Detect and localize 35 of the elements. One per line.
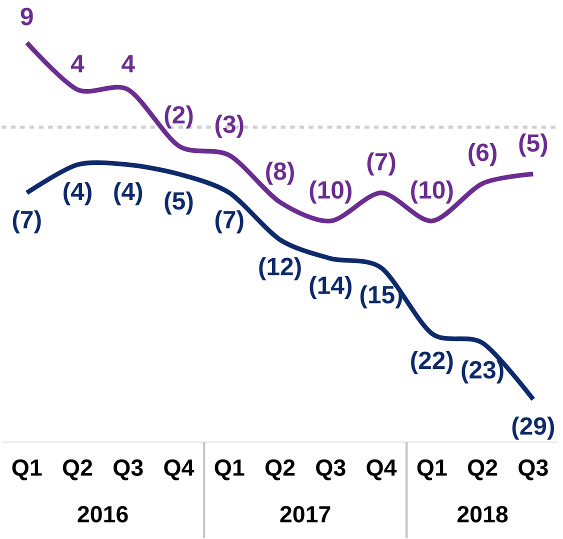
- x-tick-label: Q4: [164, 459, 194, 480]
- text: 2018: [457, 506, 508, 522]
- data-label: (14): [310, 276, 352, 299]
- data-label: (3): [215, 114, 244, 138]
- data-label: 4: [122, 54, 135, 72]
- x-tick-label: Q2: [62, 459, 92, 480]
- data-label: (10): [310, 180, 352, 204]
- x-tick-label: Q2: [468, 459, 498, 480]
- data-label: (23): [462, 360, 504, 384]
- x-tick-label: Q1: [12, 459, 42, 480]
- data-label: (7): [215, 210, 244, 234]
- data-label: (10): [411, 180, 453, 204]
- x-tick-label: Q1: [214, 459, 244, 480]
- x-tick-label: Q4: [366, 459, 397, 480]
- x-tick-label: Q2: [265, 459, 295, 480]
- x-tick-label: Q3: [316, 459, 346, 480]
- data-label: (8): [266, 162, 294, 185]
- data-label: 4: [70, 54, 84, 72]
- data-label: (7): [367, 152, 396, 176]
- text: 2016: [78, 506, 128, 522]
- x-tick-label: Q3: [518, 459, 548, 480]
- data-label: (4): [114, 182, 142, 205]
- data-label: (7): [12, 210, 41, 234]
- data-label: (22): [411, 350, 453, 374]
- data-label: (29): [512, 416, 554, 440]
- text: 2017: [280, 506, 330, 522]
- data-label: (5): [519, 133, 548, 156]
- x-tick-label: Q1: [417, 459, 447, 480]
- data-label: 9: [20, 8, 33, 26]
- data-label: (6): [468, 142, 496, 166]
- data-label: (4): [64, 182, 92, 205]
- data-label: (2): [164, 105, 193, 128]
- data-label: (5): [164, 191, 193, 214]
- data-label: (12): [259, 256, 301, 280]
- x-tick-label: Q3: [114, 459, 143, 480]
